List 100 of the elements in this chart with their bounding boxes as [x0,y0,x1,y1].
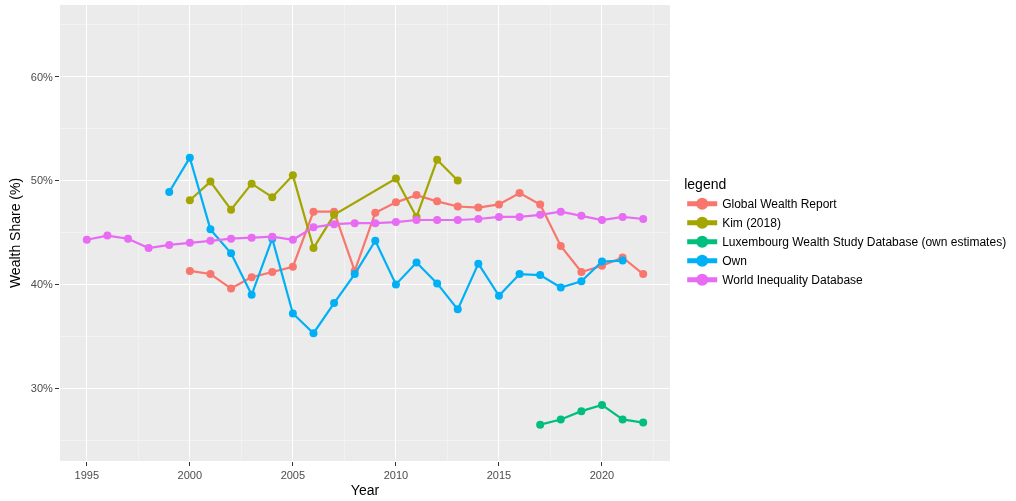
point [618,212,627,221]
point [206,177,215,186]
point [391,174,400,183]
point [515,212,524,221]
point [309,244,318,253]
point [494,212,503,221]
x-tick-label: 2020 [589,469,615,482]
point [515,270,524,279]
point [288,235,297,244]
point [185,266,194,275]
point [371,236,380,245]
point [618,415,627,424]
legend-label: Global Wealth Report [722,197,838,212]
point [597,257,606,266]
point [433,216,442,225]
point [206,236,215,245]
point [453,176,462,185]
point [577,407,586,416]
point [288,309,297,318]
point [227,234,236,243]
point [288,262,297,271]
point [536,210,545,219]
point [556,415,565,424]
point [350,270,359,279]
point [556,207,565,216]
point [433,155,442,164]
legend-label: Own [722,254,747,269]
point [412,258,421,267]
legend-title: legend [684,176,727,193]
point [536,200,545,209]
point [494,200,503,209]
point [556,241,565,250]
legend-label: Luxembourg Wealth Study Database (own estimates) [722,235,1007,250]
point [639,270,648,279]
point [247,290,256,299]
point [309,207,318,216]
point [185,196,194,205]
x-tick-label: 2005 [280,469,306,482]
x-tick-label: 1995 [74,469,100,482]
point [185,238,194,247]
point [453,202,462,211]
point [144,244,153,253]
point [515,189,524,198]
point [639,418,648,427]
point [412,216,421,225]
point [556,283,565,292]
point [165,187,174,196]
point [453,216,462,225]
point [206,270,215,279]
point [371,219,380,228]
point [391,280,400,289]
y-tick-label: 60% [30,70,53,83]
y-tick-label: 40% [30,278,53,291]
point [227,284,236,293]
point [185,153,194,162]
point [494,291,503,300]
point [309,329,318,338]
point [227,249,236,258]
point [577,267,586,276]
x-tick-label: 2015 [486,469,512,482]
point [247,273,256,282]
y-tick-label: 30% [30,382,53,395]
point [474,203,483,212]
legend-label: World Inequality Database [722,273,864,288]
point [288,171,297,180]
point [433,279,442,288]
point [597,216,606,225]
point [309,223,318,232]
point [247,233,256,242]
point [474,214,483,223]
point [103,231,112,240]
point [536,420,545,429]
point [350,219,359,228]
point [639,214,648,223]
point [330,299,339,308]
point [391,198,400,207]
point [247,179,256,188]
point [536,271,545,280]
point [268,267,277,276]
x-tick-label: 2010 [383,469,409,482]
point [165,240,174,249]
y-axis-title: Wealth Share (%) [7,177,24,289]
point [82,235,91,244]
x-tick-label: 2000 [177,469,203,482]
point [412,191,421,200]
x-axis-title: Year [350,481,380,498]
point [391,218,400,227]
point [227,205,236,214]
point [577,277,586,286]
point [206,225,215,234]
point [268,193,277,202]
point [433,197,442,206]
point [453,305,462,314]
point [474,259,483,268]
point [597,400,606,409]
y-tick-label: 50% [30,174,53,187]
point [330,220,339,229]
point [371,208,380,217]
point [577,211,586,220]
point [124,234,133,243]
